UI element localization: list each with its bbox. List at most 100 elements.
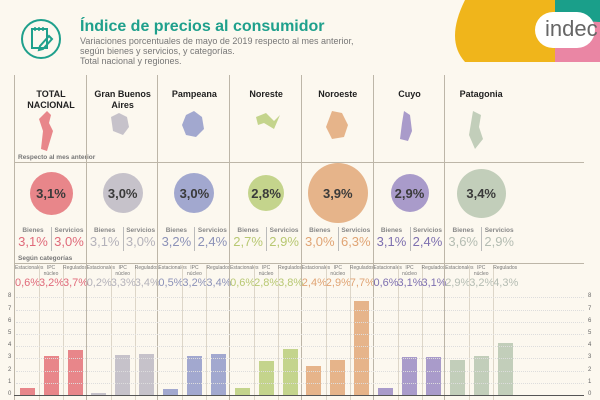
regulados-label: Regulados [493,265,518,271]
region-column: Patagonia 3,4% Bienes 3,6% Servicios 2,9% Esta… [444,75,519,400]
regulados-value: 7,7% [349,277,375,289]
servicios-label: Servicios [341,227,371,234]
bienes-label: Bienes [452,227,474,234]
regulados-label: Regulados [278,265,303,271]
page-title: Índice de precios al consumidor [80,18,325,35]
estacionales-label: Estacionales [373,265,402,271]
servicios-label: Servicios [484,227,514,234]
y-tick-left: 5 [8,330,12,336]
divider [206,265,208,400]
nucleo-label: IPC núcleo [258,265,274,277]
divider [349,265,351,400]
nucleo-value: 2,9% [325,277,351,289]
subtitle-line: según bienes y servicios, y categorías. [80,46,235,56]
region-name: Noreste [249,89,283,99]
bienes-label: Bienes [380,227,403,234]
general-variation-value: 3,9% [322,185,353,201]
bar-regulados [67,349,83,395]
estacionales-value: 0,6% [230,277,256,289]
estacionales-label: Estacionales [86,265,116,271]
y-tick-left: 7 [8,305,12,312]
region-column: Cuyo 2,9% Bienes 3,1% Servicios 2,4% Estaciona… [372,75,447,400]
general-variation-circle: 2,9% [390,174,429,212]
bar-nucleo [473,355,489,395]
region-map-icon [180,111,210,158]
y-tick-right: 1 [588,378,592,385]
divider [14,263,584,264]
region-map-icon [324,111,354,158]
region-map-icon [37,111,67,158]
divider [39,265,40,400]
servicios-value: 6,3% [340,234,371,249]
y-tick-left: 0 [8,391,12,397]
general-variation-circle: 3,0% [174,173,215,213]
bienes-label: Bienes [165,227,188,234]
bar-nucleo [402,357,417,395]
servicios-label: Servicios [269,227,299,234]
estacionales-label: Estacionales [15,265,44,271]
regulados-value: 4,3% [493,277,519,289]
nucleo-value: 3,2% [39,277,65,289]
regulados-value: 3,7% [63,277,89,289]
estacionales-label: Estacionales [230,265,259,271]
regulados-label: Regulados [349,265,374,271]
indec-logo: indec [445,0,600,62]
x-axis [14,395,584,396]
servicios-value: 3,0% [125,234,156,249]
divider [493,265,495,400]
bar-regulados [426,357,441,395]
servicios-value: 2,9% [484,234,514,249]
region-name: Pampeana [171,89,217,99]
divider [325,265,327,400]
y-tick-right: 5 [588,330,592,336]
regulados-label: Regulados [206,265,231,271]
y-tick-right: 6 [588,317,592,324]
bar-estacionales [19,387,35,395]
general-variation-value: 3,4% [466,185,496,201]
divider [337,227,339,251]
region-name: Noroeste [318,89,358,99]
nucleo-label: IPC núcleo [330,265,346,277]
y-tick-left: 3 [8,354,12,361]
bar-nucleo [43,355,59,395]
regulados-value: 3,4% [134,277,160,289]
bar-regulados [282,348,298,395]
nucleo-value: 3,2% [469,277,495,289]
general-variation-circle: 3,9% [307,163,368,223]
divider [254,265,256,400]
bar-estacionales [234,387,250,395]
servicios-label: Servicios [413,227,442,234]
nucleo-value: 2,8% [254,277,280,289]
region-column: TOTAL NACIONAL 3,1% Bienes 3,1% Servicios 3,0… [14,75,89,400]
divider [397,265,399,400]
divider [134,265,136,400]
region-name: Gran Buenos Aires [94,89,151,110]
section-previous-month: Respecto al mes anterior [18,154,96,161]
general-variation-circle: 2,8% [248,175,285,211]
y-tick-left: 2 [8,366,12,373]
gridline [16,321,584,323]
region-name: Cuyo [398,89,421,99]
bar-estacionales [449,359,465,395]
region-map-icon [109,111,139,158]
bar-estacionales [378,387,393,395]
general-variation-circle: 3,4% [456,168,506,218]
estacionales-label: Estacionales [445,265,474,271]
bar-regulados [139,353,155,395]
nucleo-value: 3,1% [397,277,423,289]
estacionales-label: Estacionales [301,265,331,271]
header-icon [20,18,62,65]
y-tick-right: 3 [588,354,592,361]
region-column: Noroeste 3,9% Bienes 3,0% Servicios 6,3% Estac… [300,75,375,400]
general-variation-circle: 3,1% [29,171,73,215]
regulados-value: 3,4% [206,277,232,289]
y-tick-right: 4 [588,342,592,349]
bienes-value: 3,1% [18,234,48,249]
subtitle-line: Variaciones porcentuales de mayo de 2019… [80,36,354,46]
divider [51,227,52,251]
bar-nucleo [330,359,346,395]
divider [409,227,411,251]
estacionales-value: 0,6% [15,277,41,289]
bienes-value: 3,6% [448,234,478,249]
estacionales-value: 0,2% [86,277,112,289]
